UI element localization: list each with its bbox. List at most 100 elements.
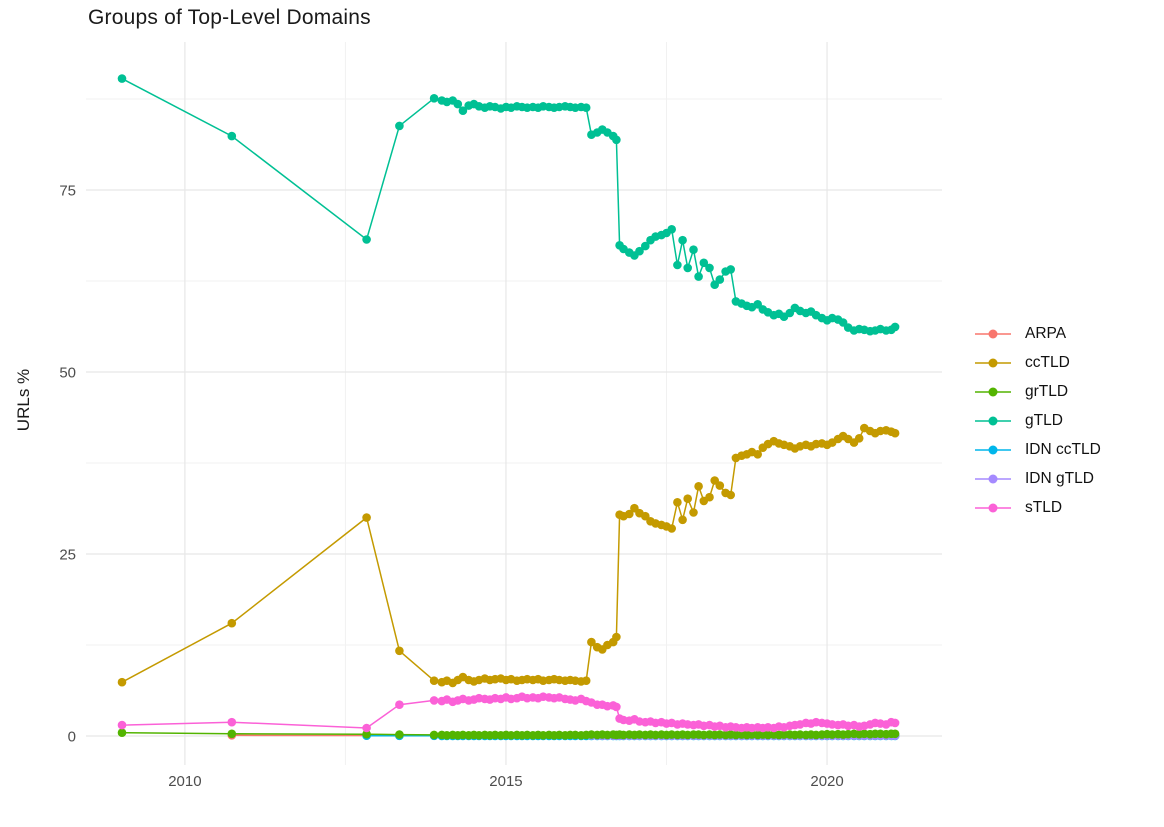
data-point [117, 677, 127, 687]
data-point [362, 729, 371, 739]
legend-label: gTLD [1025, 411, 1063, 429]
data-point [453, 99, 463, 109]
data-point [678, 515, 687, 525]
legend-item-ccTLD: ccTLD [975, 348, 1101, 377]
legend-key-icon [975, 387, 1011, 396]
data-point [362, 723, 371, 733]
series-line-gTLD [121, 77, 896, 332]
series-ccTLD [117, 423, 900, 688]
data-point [715, 275, 725, 284]
data-point [705, 492, 714, 502]
data-point [625, 509, 634, 519]
data-point [362, 513, 371, 522]
data-point [689, 245, 698, 254]
data-point [667, 225, 676, 234]
data-point [429, 676, 439, 685]
legend-item-gTLD: gTLD [975, 406, 1101, 435]
series-gTLD [117, 74, 900, 336]
series-grTLD [117, 728, 900, 740]
axis-tick-labels: 0 25 50 75 2010 2015 2020 [59, 182, 843, 790]
data-point [587, 637, 596, 647]
data-point [678, 235, 687, 245]
y-tick-label: 0 [68, 728, 76, 745]
series-points-grTLD [117, 728, 900, 740]
series-points-sTLD [117, 692, 900, 733]
legend-item-IDN-gTLD: IDN gTLD [975, 464, 1101, 493]
data-point [458, 106, 468, 115]
data-point [612, 135, 621, 145]
data-point [227, 131, 237, 141]
legend-label: grTLD [1025, 382, 1069, 400]
series-points-gTLD [117, 74, 900, 336]
data-point [429, 730, 439, 740]
data-point [683, 263, 692, 273]
legend-label: sTLD [1025, 498, 1063, 516]
legend: ARPA ccTLD grTLD gTLD IDN ccTLD IDN gTLD sTLD [975, 319, 1101, 522]
data-point [689, 508, 698, 517]
series-sTLD [117, 692, 900, 733]
x-tick-label: 2015 [489, 773, 522, 790]
legend-key-icon [975, 416, 1011, 425]
chart-title: Groups of Top-Level Domains [88, 6, 371, 29]
data-point [673, 260, 682, 270]
legend-key-icon [975, 329, 1011, 338]
data-point [673, 498, 682, 507]
data-point [395, 646, 404, 656]
legend-item-IDN-ccTLD: IDN ccTLD [975, 435, 1101, 464]
data-point [395, 730, 404, 739]
data-point [429, 696, 439, 705]
data-point [612, 632, 621, 642]
data-point [890, 428, 900, 438]
data-point [429, 94, 439, 103]
series-points-ccTLD [117, 423, 900, 688]
data-point [395, 700, 404, 709]
data-point [705, 263, 714, 273]
y-tick-label: 50 [59, 364, 76, 381]
data-point [635, 246, 644, 256]
grid-major [86, 42, 942, 765]
data-point [395, 121, 404, 131]
legend-label: ccTLD [1025, 353, 1070, 371]
data-point [227, 729, 237, 739]
legend-label: IDN ccTLD [1025, 440, 1101, 458]
data-point [227, 618, 237, 628]
grid-minor [86, 42, 942, 765]
y-tick-label: 75 [59, 182, 76, 199]
legend-item-sTLD: sTLD [975, 493, 1101, 522]
data-point [890, 729, 900, 739]
legend-label: ARPA [1025, 324, 1067, 342]
x-tick-label: 2020 [810, 773, 843, 790]
legend-key-icon [975, 503, 1011, 512]
legend-item-grTLD: grTLD [975, 377, 1101, 406]
data-point [890, 322, 900, 332]
data-point [854, 434, 864, 443]
data-point [699, 258, 709, 268]
data-point [612, 702, 621, 712]
data-point [581, 103, 591, 112]
data-point [726, 265, 735, 274]
data-point [117, 74, 127, 83]
legend-label: IDN gTLD [1025, 469, 1094, 487]
data-point [227, 717, 237, 727]
data-point [117, 720, 127, 730]
x-tick-label: 2010 [168, 773, 201, 790]
y-tick-label: 25 [59, 546, 76, 563]
data-point [683, 494, 692, 504]
legend-key-icon [975, 474, 1011, 483]
legend-key-icon [975, 358, 1011, 367]
data-point [890, 718, 900, 728]
data-point [726, 490, 735, 500]
data-point [715, 481, 725, 490]
legend-item-ARPA: ARPA [975, 319, 1101, 348]
data-point [694, 482, 703, 491]
data-point [694, 272, 703, 281]
data-point [117, 728, 127, 737]
data-point [362, 235, 371, 244]
data-point [667, 524, 676, 533]
data-point [581, 676, 591, 685]
data-point [753, 450, 762, 459]
legend-key-icon [975, 445, 1011, 454]
data-point [641, 241, 650, 251]
